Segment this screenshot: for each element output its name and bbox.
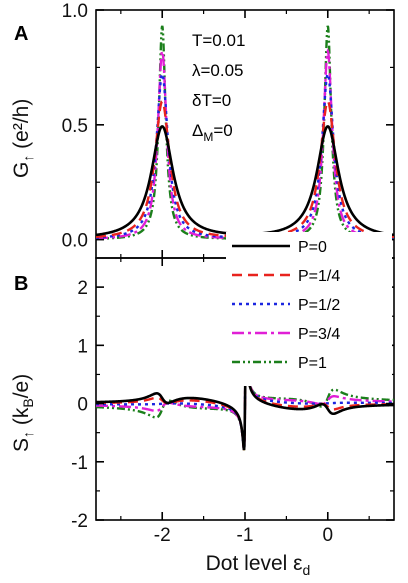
panel-b: -2 -1 0 1 2 -2 -1 0 B S↑ (kB/e) Dot level εd: [10, 10, 395, 578]
panel-b-label: B: [14, 273, 28, 295]
series-line-g-p-1-2: [96, 72, 394, 239]
legend-label: P=1: [298, 355, 327, 372]
legend: P=0 P=1/4 P=1/2 P=3/4 P=1: [226, 232, 392, 386]
x-tick-label: 0: [322, 525, 333, 546]
y-tick-label: -2: [71, 511, 88, 532]
x-axis-label: Dot level εd: [206, 552, 311, 578]
panel-a-y-axis-label: G↑ (e²/h): [10, 99, 36, 178]
panel-a-annotations: T=0.01 λ=0.05 δT=0 ΔM=0: [192, 31, 245, 144]
x-tick-label: -1: [237, 525, 254, 546]
panel-b-y-axis-label: S↑ (kB/e): [10, 374, 36, 452]
y-tick-label: 0.0: [62, 231, 88, 252]
annotation-temperature: T=0.01: [192, 31, 245, 50]
y-tick-label: -1: [71, 453, 88, 474]
panel-b-y-ticks: -2 -1 0 1 2: [71, 278, 394, 532]
annotation-delta-t: δT=0: [192, 91, 231, 110]
series-line-s-p-3-4: [96, 356, 394, 451]
series-line-s-p-0: [96, 356, 394, 451]
panel-a: 0.0 0.5 1.0 A T=0.01 λ=0.05 δT=0 ΔM=0 G↑ (…: [10, 1, 395, 259]
y-tick-label: 1.0: [62, 1, 88, 22]
annotation-delta-m: ΔM=0: [192, 121, 233, 144]
panel-b-curves: [96, 356, 394, 451]
legend-label: P=1/2: [298, 297, 340, 314]
legend-background: [226, 232, 392, 386]
y-tick-label: 2: [77, 278, 88, 299]
legend-label: P=3/4: [298, 326, 340, 343]
panel-a-label: A: [14, 23, 28, 45]
y-tick-label: 0: [77, 395, 88, 416]
y-tick-label: 1: [77, 336, 88, 357]
legend-label: P=0: [298, 239, 327, 256]
series-line-g-p-1-4: [96, 100, 394, 239]
legend-label: P=1/4: [298, 268, 340, 285]
annotation-lambda: λ=0.05: [192, 61, 244, 80]
x-tick-label: -2: [154, 525, 171, 546]
panel-a-curves: [96, 25, 394, 240]
y-tick-label: 0.5: [62, 116, 88, 137]
